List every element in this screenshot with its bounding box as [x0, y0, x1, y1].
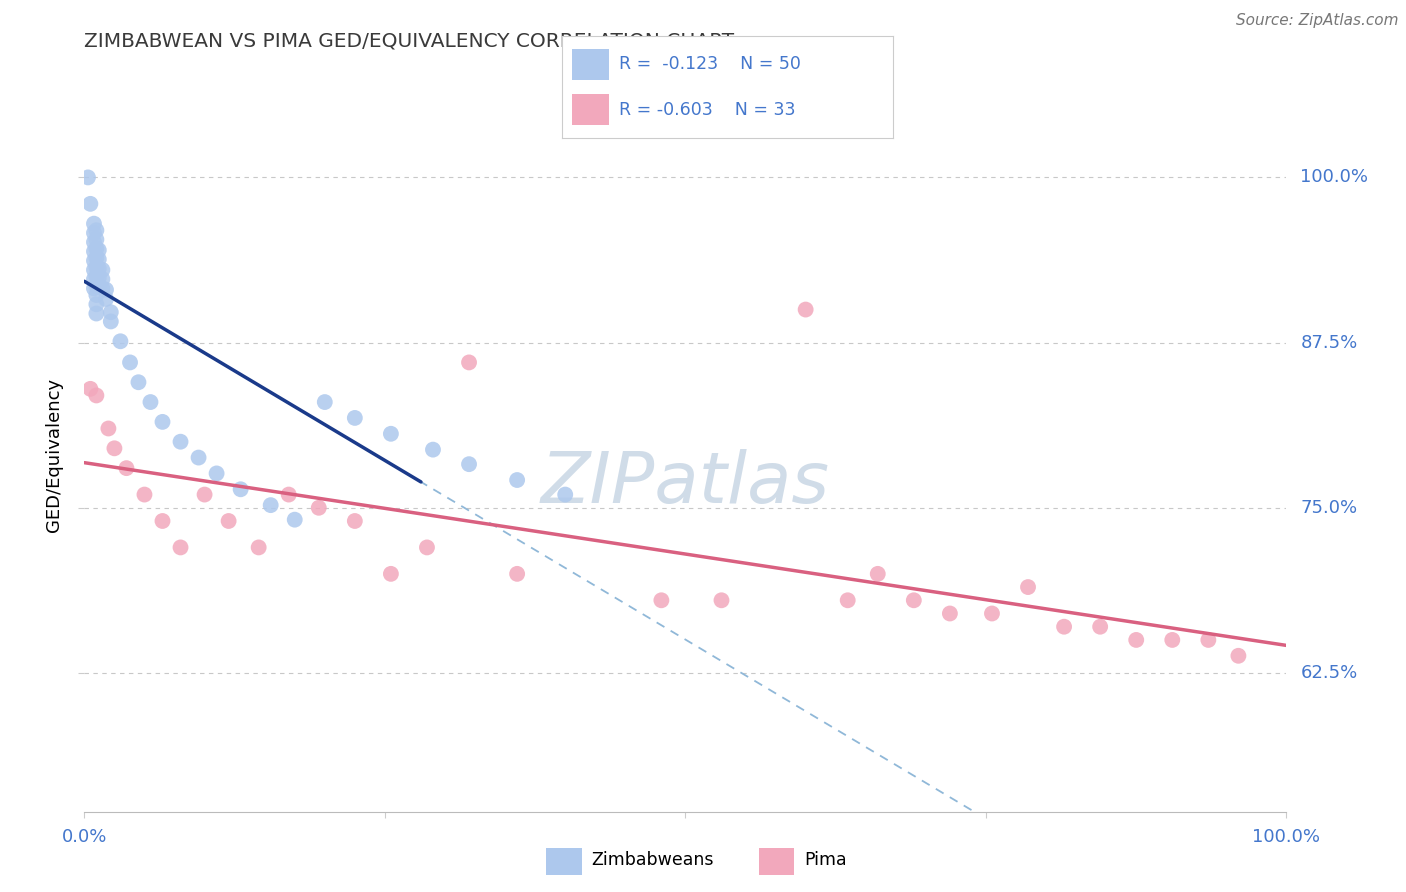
Point — [1088, 620, 1111, 634]
Point — [506, 473, 529, 487]
Point — [229, 483, 252, 497]
Text: Source: ZipAtlas.com: Source: ZipAtlas.com — [1236, 13, 1399, 29]
Point — [79, 382, 101, 396]
Text: Pima: Pima — [804, 851, 846, 870]
Point — [903, 593, 925, 607]
Point — [1227, 648, 1250, 663]
Point — [86, 288, 108, 302]
Text: ZIPatlas: ZIPatlas — [541, 449, 830, 518]
Point — [87, 261, 110, 276]
Point — [94, 283, 117, 297]
Point — [86, 260, 108, 275]
Text: Zimbabweans: Zimbabweans — [592, 851, 714, 870]
Point — [118, 355, 141, 369]
Point — [86, 388, 108, 402]
Point — [1053, 620, 1076, 634]
Point — [91, 272, 114, 286]
Bar — [572, 49, 609, 79]
Point — [127, 376, 149, 390]
Point — [939, 607, 962, 621]
Point — [554, 487, 576, 501]
Point — [97, 421, 120, 435]
Point — [83, 253, 105, 268]
Point — [506, 566, 529, 581]
Point — [422, 442, 444, 457]
Point — [86, 269, 108, 284]
Point — [343, 411, 366, 425]
Point — [650, 593, 672, 607]
Point — [100, 314, 122, 328]
Point — [77, 170, 100, 185]
Point — [277, 487, 299, 501]
Point — [86, 306, 108, 320]
Point — [308, 500, 330, 515]
Bar — [759, 848, 794, 875]
Point — [87, 252, 110, 267]
Text: 75.0%: 75.0% — [1301, 499, 1358, 516]
Point — [837, 593, 859, 607]
Point — [866, 566, 889, 581]
Point — [247, 541, 270, 555]
Point — [86, 278, 108, 293]
Point — [83, 244, 105, 259]
Point — [87, 243, 110, 257]
Point — [152, 415, 174, 429]
Point — [458, 457, 481, 471]
Point — [794, 302, 817, 317]
Point — [1125, 632, 1147, 647]
Point — [152, 514, 174, 528]
Text: 100.0%: 100.0% — [1301, 169, 1368, 186]
Point — [94, 292, 117, 306]
Point — [169, 541, 191, 555]
Y-axis label: GED/Equivalency: GED/Equivalency — [45, 378, 63, 532]
Point — [91, 281, 114, 295]
Point — [710, 593, 733, 607]
Point — [87, 270, 110, 285]
Point — [86, 223, 108, 237]
Point — [416, 541, 439, 555]
Text: R =  -0.123    N = 50: R = -0.123 N = 50 — [619, 55, 800, 73]
Point — [83, 281, 105, 295]
Point — [380, 426, 402, 441]
Point — [103, 442, 125, 456]
Point — [86, 233, 108, 247]
Point — [100, 305, 122, 319]
Point — [79, 197, 101, 211]
Point — [187, 450, 209, 465]
Point — [169, 434, 191, 449]
Point — [115, 461, 138, 475]
Point — [1197, 632, 1219, 647]
Point — [86, 242, 108, 256]
Point — [86, 251, 108, 265]
Point — [981, 607, 1004, 621]
Point — [134, 487, 156, 501]
Point — [91, 263, 114, 277]
Point — [139, 395, 162, 409]
Point — [87, 280, 110, 294]
Point — [458, 355, 481, 369]
Point — [86, 297, 108, 311]
Text: ZIMBABWEAN VS PIMA GED/EQUIVALENCY CORRELATION CHART: ZIMBABWEAN VS PIMA GED/EQUIVALENCY CORRE… — [84, 31, 734, 50]
Point — [260, 498, 283, 512]
Point — [343, 514, 366, 528]
Bar — [546, 848, 582, 875]
Text: 87.5%: 87.5% — [1301, 334, 1358, 351]
Point — [194, 487, 217, 501]
Text: 62.5%: 62.5% — [1301, 664, 1358, 682]
Point — [83, 235, 105, 249]
Text: R = -0.603    N = 33: R = -0.603 N = 33 — [619, 101, 794, 119]
Point — [83, 217, 105, 231]
Point — [1161, 632, 1184, 647]
Point — [380, 566, 402, 581]
Point — [218, 514, 240, 528]
Point — [83, 226, 105, 240]
Point — [110, 334, 132, 349]
Bar — [572, 95, 609, 125]
Point — [314, 395, 336, 409]
Point — [284, 513, 307, 527]
Point — [83, 272, 105, 286]
Point — [1017, 580, 1039, 594]
Point — [83, 263, 105, 277]
Point — [205, 467, 228, 481]
